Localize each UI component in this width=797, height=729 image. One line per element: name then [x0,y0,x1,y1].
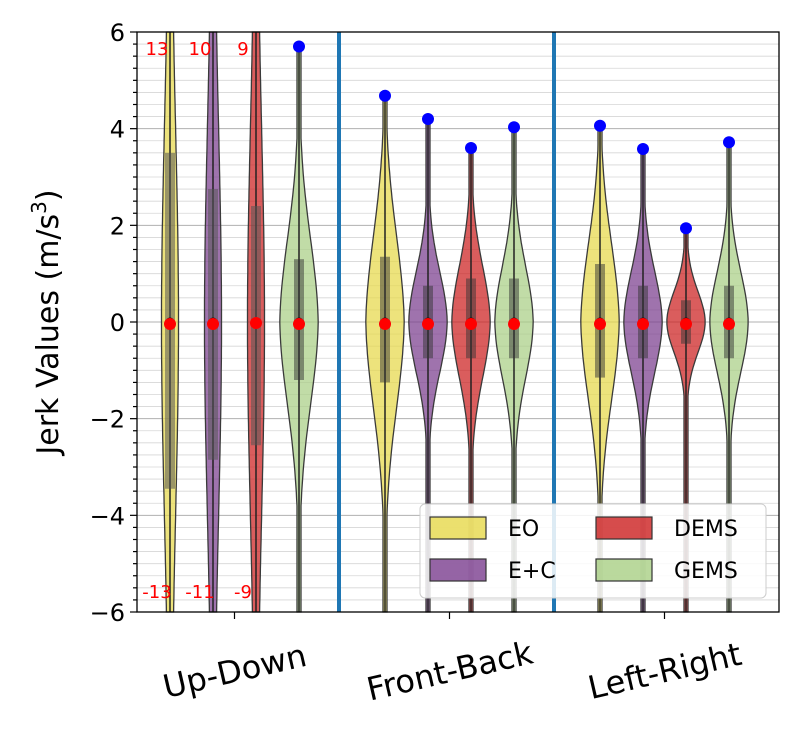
x-tick-label: Up-Down [159,636,310,706]
mean-marker [164,318,176,330]
max-marker [723,136,735,149]
max-marker [293,40,305,53]
mean-marker [594,318,606,330]
legend-label: DEMS [674,517,738,542]
mean-marker [637,318,649,330]
clip-labels: 13 -13 10 -11 9 -9 [142,39,252,603]
x-tick-label: Left-Right [584,635,745,707]
mean-marker [422,318,434,330]
max-marker [594,119,606,132]
y-tick-label: −2 [90,406,125,434]
legend-label: GEMS [674,559,738,584]
clip-label-bottom: -11 [185,582,214,603]
y-tick-label: 0 [110,309,125,337]
clip-label-bottom: -13 [142,582,171,603]
mean-marker [465,318,477,330]
legend: EO E+C DEMS GEMS [419,503,767,599]
legend-swatch [595,558,653,582]
clip-label-top: 13 [146,39,169,60]
y-tick-label: 4 [110,116,125,144]
max-marker [465,142,477,154]
max-marker [508,121,520,134]
y-axis: −6 −4 −2 0 2 4 6 [90,19,137,627]
mean-marker [508,318,520,330]
y-tick-label: −4 [90,502,125,530]
legend-label: EO [508,517,539,542]
clip-label-top: 9 [237,39,248,60]
legend-swatch [429,516,487,540]
mean-marker [680,318,692,330]
max-marker [422,113,434,125]
y-axis-label: Jerk Values (m/s3) [27,189,66,456]
legend-swatch [595,516,653,540]
x-tick-label: Front-Back [363,633,537,708]
legend-swatch [429,558,487,582]
y-tick-label: 2 [110,212,125,240]
x-axis: Up-Down Front-Back Left-Right [159,612,745,708]
clip-label-bottom: -9 [234,582,252,603]
legend-box [419,503,767,599]
max-marker [637,142,649,155]
mean-marker [207,318,219,330]
mean-marker [293,318,305,330]
y-tick-label: −6 [90,599,125,627]
mean-marker [379,318,391,330]
legend-label: E+C [508,559,556,584]
mean-marker [250,317,262,330]
max-marker [680,222,692,235]
y-tick-label: 6 [110,19,125,47]
markers [164,40,735,330]
max-marker [379,89,391,102]
clip-label-top: 10 [189,39,212,60]
mean-marker [723,318,735,330]
